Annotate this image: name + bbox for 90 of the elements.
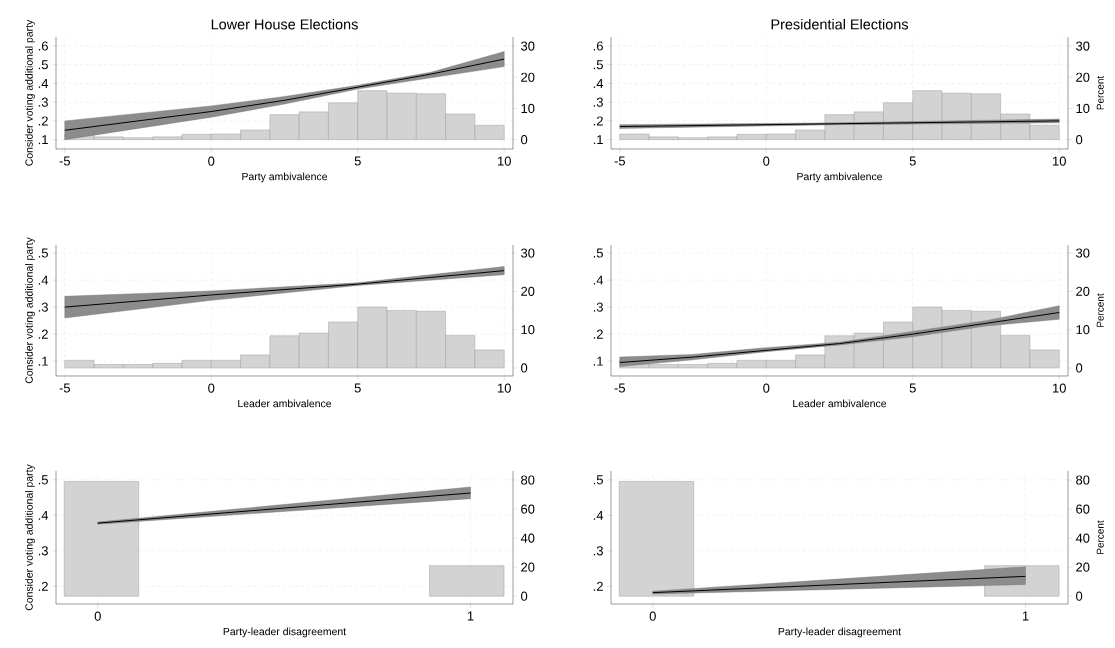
x-axis-title: Leader ambivalence xyxy=(238,399,332,408)
y-tick-label: .2 xyxy=(593,581,603,591)
y2-tick-label: 0 xyxy=(1076,135,1083,145)
y-tick-label: .1 xyxy=(593,135,603,145)
y-axis-title: Consider voting additional party xyxy=(25,237,35,384)
y-tick-label: .5 xyxy=(38,60,48,70)
y-tick-label: .3 xyxy=(593,302,603,312)
x-tick-label: 5 xyxy=(909,383,916,393)
y2-tick-label: 30 xyxy=(1076,248,1090,258)
y2-tick-label: 0 xyxy=(1076,591,1083,601)
y2-tick-label: 20 xyxy=(521,72,535,82)
y-tick-label: .6 xyxy=(593,41,603,51)
x-tick-label: -5 xyxy=(614,383,626,393)
x-axis-title: Party-leader disagreement xyxy=(778,627,902,638)
y2-tick-label: 10 xyxy=(521,103,535,114)
y-tick-label: .4 xyxy=(38,78,49,88)
x-tick-label: 0 xyxy=(208,383,215,393)
y-tick-label: .4 xyxy=(38,510,49,520)
y-tick-label: .5 xyxy=(593,475,603,485)
y-tick-label: .1 xyxy=(38,135,48,145)
y-tick-label: .1 xyxy=(593,356,603,366)
x-tick-label: 5 xyxy=(354,156,361,166)
y2-axis-title: Percent xyxy=(1096,293,1104,327)
y2-tick-label: 10 xyxy=(1076,103,1090,114)
x-tick-label: 10 xyxy=(498,156,511,166)
x-tick-label: 1 xyxy=(1022,611,1029,621)
x-tick-label: -5 xyxy=(59,383,70,393)
y2-tick-label: 40 xyxy=(1075,533,1090,543)
y2-tick-label: 0 xyxy=(521,363,528,373)
x-tick-label: 0 xyxy=(763,156,770,166)
x-tick-label: 0 xyxy=(763,383,770,393)
y-tick-label: .1 xyxy=(38,356,48,366)
x-tick-label: 10 xyxy=(1053,156,1066,166)
x-axis-title: Party-leader disagreement xyxy=(223,627,347,638)
chart-title: Presidential Elections xyxy=(771,18,909,30)
y2-tick-label: 60 xyxy=(521,504,535,514)
y2-tick-label: 60 xyxy=(1076,504,1090,514)
x-tick-label: 0 xyxy=(94,611,101,621)
chart-title: Lower House Elections xyxy=(211,18,358,30)
y2-tick-label: 80 xyxy=(1076,475,1090,485)
y-tick-label: .4 xyxy=(593,510,604,520)
y2-tick-label: 0 xyxy=(521,591,528,601)
y2-tick-label: 30 xyxy=(521,248,535,258)
y-tick-label: .2 xyxy=(38,116,48,126)
y-tick-label: .5 xyxy=(593,248,603,258)
y2-tick-label: 30 xyxy=(521,41,535,51)
y2-tick-label: 20 xyxy=(1076,72,1090,82)
y-tick-label: .5 xyxy=(593,60,603,70)
y-tick-label: .2 xyxy=(38,329,48,339)
y-tick-label: .2 xyxy=(38,581,48,591)
x-axis-title: Leader ambivalence xyxy=(793,399,887,408)
y-tick-label: .3 xyxy=(38,302,48,312)
y-tick-label: .6 xyxy=(38,41,48,51)
x-tick-label: -5 xyxy=(614,156,626,166)
y2-tick-label: 30 xyxy=(1076,41,1090,51)
y2-tick-label: 20 xyxy=(1076,286,1090,296)
y2-tick-label: 0 xyxy=(1076,363,1083,373)
x-tick-label: 10 xyxy=(1053,383,1066,393)
x-axis-title: Party ambivalence xyxy=(242,172,328,183)
y2-axis-title: Percent xyxy=(1096,75,1104,110)
y-tick-label: .3 xyxy=(593,97,603,107)
y-tick-label: .5 xyxy=(38,248,48,258)
x-tick-label: 5 xyxy=(909,156,916,166)
x-tick-label: 10 xyxy=(498,383,511,393)
y-tick-label: .4 xyxy=(593,78,604,88)
y2-tick-label: 20 xyxy=(521,286,535,296)
x-tick-label: 0 xyxy=(208,156,215,166)
y2-tick-label: 0 xyxy=(521,135,528,145)
y-tick-label: .3 xyxy=(593,546,603,556)
y2-tick-label: 40 xyxy=(520,533,535,543)
y2-tick-label: 20 xyxy=(1076,562,1090,572)
y-tick-label: .3 xyxy=(38,97,48,107)
x-tick-label: -5 xyxy=(59,156,70,166)
y-tick-label: .5 xyxy=(38,475,48,485)
x-tick-label: 5 xyxy=(354,383,361,393)
y-tick-label: .4 xyxy=(38,275,49,285)
x-tick-label: 0 xyxy=(649,611,656,621)
y-axis-title: Consider voting additional party xyxy=(25,464,35,611)
y2-tick-label: 80 xyxy=(521,475,535,485)
y2-tick-label: 10 xyxy=(521,325,535,335)
y-tick-label: .2 xyxy=(593,116,603,126)
y-tick-label: .3 xyxy=(38,546,48,556)
y2-tick-label: 10 xyxy=(1076,325,1090,335)
x-tick-label: 1 xyxy=(467,611,474,621)
y-axis-title: Consider voting additional party xyxy=(25,19,35,166)
y-tick-label: .4 xyxy=(593,275,604,285)
y-tick-label: .2 xyxy=(593,329,603,339)
x-axis-title: Party ambivalence xyxy=(797,172,883,183)
y2-axis-title: Percent xyxy=(1096,520,1104,554)
y2-tick-label: 20 xyxy=(521,562,535,572)
